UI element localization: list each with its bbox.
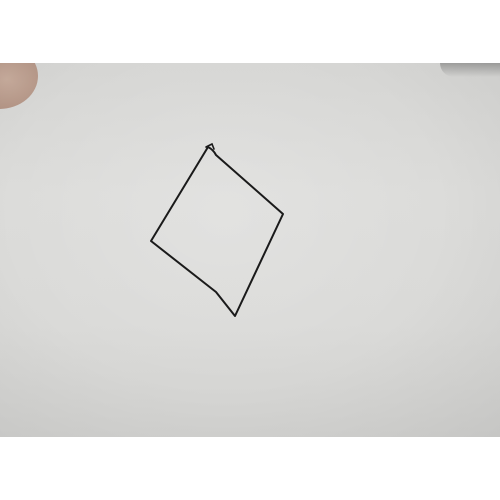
hand-drawn-quadrilateral: [150, 146, 284, 317]
pen-start-mark: [205, 142, 215, 150]
sketch-canvas: [150, 142, 284, 317]
photo-of-paper: [0, 63, 500, 437]
paper-edge-shadow: [440, 63, 500, 77]
